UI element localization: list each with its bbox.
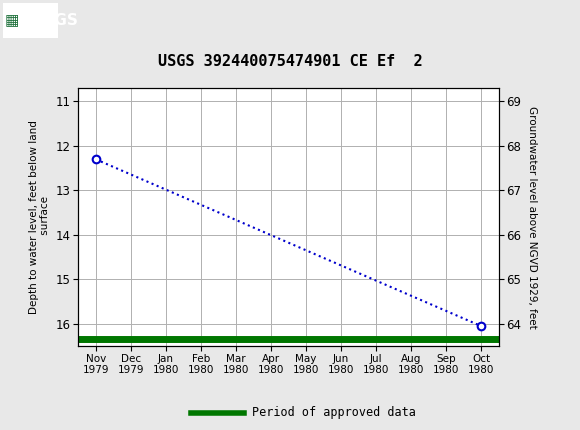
Y-axis label: Groundwater level above NGVD 1929, feet: Groundwater level above NGVD 1929, feet: [527, 106, 537, 329]
Text: Period of approved data: Period of approved data: [252, 406, 416, 419]
Bar: [3, 3, 58, 37]
Text: ▦: ▦: [5, 13, 19, 28]
Y-axis label: Depth to water level, feet below land
 surface: Depth to water level, feet below land su…: [28, 120, 50, 314]
Text: USGS: USGS: [32, 13, 79, 28]
Text: USGS 392440075474901 CE Ef  2: USGS 392440075474901 CE Ef 2: [158, 54, 422, 69]
